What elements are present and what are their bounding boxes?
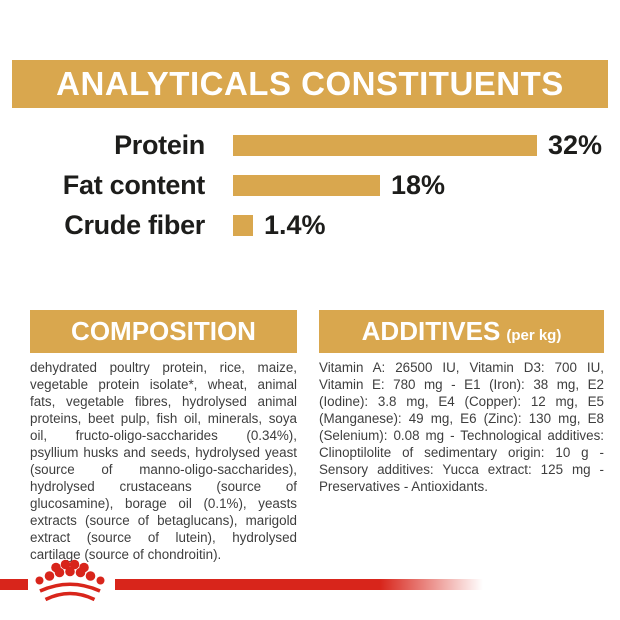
composition-body: dehydrated poultry protein, rice, maize,… (30, 360, 297, 562)
royal-canin-crown-icon (35, 559, 105, 602)
additives-title: ADDITIVES (361, 316, 501, 346)
brand-strip-bar-right (115, 579, 483, 590)
analytical-constituents-header: ANALYTICALS CONSTITUENTS (12, 60, 608, 108)
analytical-constituents-chart: Protein 32% Fat content 18% Crude fiber … (30, 125, 614, 245)
chart-bar (233, 134, 537, 156)
chart-value: 32% (548, 129, 603, 160)
chart-row-fat-content: Fat content 18% (30, 165, 614, 205)
chart-label: Crude fiber (64, 209, 205, 240)
additives-header: ADDITIVES (per kg) (319, 310, 604, 353)
chart-row-crude-fiber: Crude fiber 1.4% (30, 205, 614, 245)
additives-unit: (per kg) (506, 327, 562, 344)
additives-body: Vitamin A: 26500 IU, Vitamin D3: 700 IU,… (319, 360, 604, 494)
chart-label: Fat content (62, 169, 206, 200)
brand-strip-bar-left (0, 579, 28, 590)
composition-title: COMPOSITION (71, 316, 256, 346)
chart-value: 18% (391, 169, 446, 200)
chart-row-protein: Protein 32% (30, 125, 614, 165)
chart-bar (233, 214, 253, 236)
chart-value: 1.4% (264, 209, 326, 240)
chart-bar (233, 174, 380, 196)
composition-header: COMPOSITION (30, 310, 297, 353)
chart-label: Protein (114, 129, 205, 160)
header-title: ANALYTICALS CONSTITUENTS (56, 65, 564, 102)
